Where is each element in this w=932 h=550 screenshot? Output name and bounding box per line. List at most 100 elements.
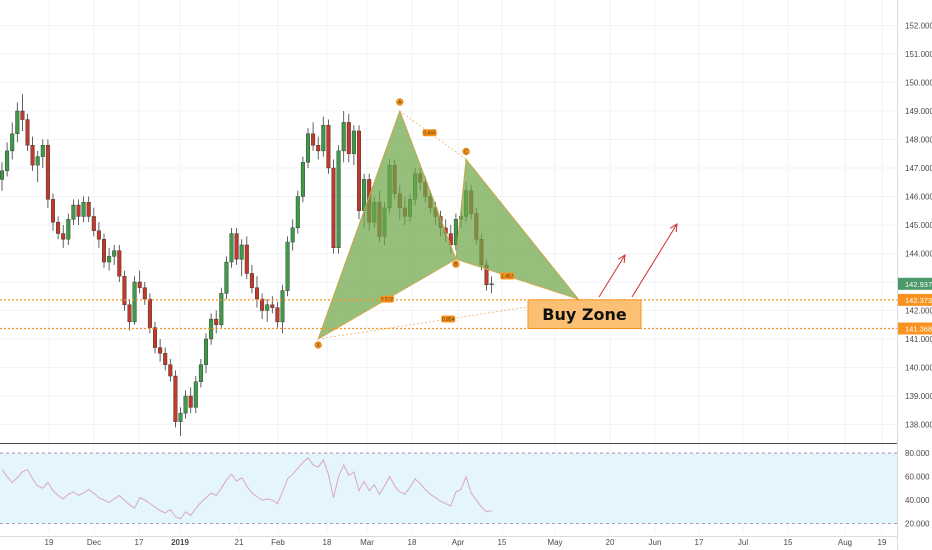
projection-arrowhead [669, 223, 678, 233]
time-tick-label: 2019 [171, 538, 189, 547]
price-badge: 142.373 [898, 293, 932, 306]
candle-body [311, 133, 316, 146]
price-tick-label: 144.000 [905, 250, 932, 259]
candle-body [489, 283, 494, 286]
harmonic-pattern: X A B C 0.665 0.519 1.457 0.854 [314, 98, 580, 349]
grid-lines [0, 0, 898, 550]
candle-body [244, 244, 249, 274]
candle-body [71, 204, 76, 220]
pattern-point-label: B [454, 262, 458, 268]
projection-arrows [598, 223, 678, 298]
rsi-band [0, 453, 897, 524]
candle-body [142, 287, 147, 300]
candle-body [183, 395, 188, 414]
candle-body [35, 156, 40, 166]
pattern-point-marker [314, 341, 322, 349]
time-tick-label: Jul [738, 538, 748, 547]
candle-body [326, 125, 331, 169]
candle-body [351, 130, 356, 154]
candle-body [10, 133, 15, 152]
candle-body [265, 304, 270, 311]
candle-body [40, 144, 45, 157]
candle-body [357, 130, 362, 211]
price-badge-label: 142.373 [905, 296, 932, 305]
time-tick-label: Mar [360, 538, 374, 547]
candle-body [193, 381, 198, 408]
candle-body [331, 167, 336, 249]
time-tick-label: 19 [878, 538, 887, 547]
candle-body [341, 122, 346, 152]
candle-body [147, 298, 152, 328]
price-tick-label: 152.000 [905, 22, 932, 31]
price-tick-label: 149.000 [905, 107, 932, 116]
rsi-tick-label: 20.000 [905, 520, 930, 529]
price-tick-label: 138.000 [905, 421, 932, 430]
candle-body [45, 144, 50, 200]
ratio-label-bg [380, 295, 395, 303]
candle-body [336, 150, 341, 248]
candle-body [306, 133, 311, 163]
candle-body [66, 219, 71, 240]
ratio-label: 1.457 [500, 272, 515, 280]
ratio-label-text: 1.457 [501, 274, 514, 280]
rsi-tick-label: 40.000 [905, 496, 930, 505]
projection-arrow [631, 223, 678, 298]
time-tick-label: 21 [235, 538, 244, 547]
pattern-point-label: C [464, 149, 468, 155]
candle-body [188, 395, 193, 408]
time-tick-label: 15 [498, 538, 507, 547]
pattern-point-marker [462, 147, 470, 156]
time-tick-label: 18 [408, 538, 417, 547]
time-tick-label: Aug [838, 538, 852, 547]
price-badge-bg [898, 277, 932, 290]
price-badge-label: 142.937 [905, 280, 932, 289]
pattern-point-marker [396, 98, 404, 106]
price-tick-label: 150.000 [905, 79, 932, 88]
pattern-point-a: A [396, 98, 404, 106]
candle-body [280, 290, 285, 323]
candle-body [158, 347, 163, 354]
candle-body [107, 256, 112, 263]
time-tick-label: 19 [45, 538, 54, 547]
candle-body [224, 261, 229, 294]
time-tick-label: 15 [784, 538, 793, 547]
candle-body [198, 364, 203, 382]
time-tick-label: 17 [135, 538, 144, 547]
horizontal-levels[interactable]: Buy Zone [0, 299, 897, 330]
time-tick-label: 17 [695, 538, 704, 547]
pattern-point-c: C [462, 147, 470, 156]
candle-body [127, 304, 132, 323]
candle-body [321, 125, 326, 152]
candle-body [81, 201, 86, 217]
price-tick-label: 151.000 [905, 50, 932, 59]
time-tick-label: Apr [452, 538, 465, 547]
candle-body [300, 162, 305, 197]
pattern-point-b: B [452, 260, 460, 268]
buy-zone[interactable]: Buy Zone [527, 299, 642, 330]
pattern-line-bd [455, 258, 579, 300]
rsi-panel [0, 452, 897, 524]
pattern-point-label: X [317, 343, 321, 349]
price-tick-label: 139.000 [905, 392, 932, 401]
price-badge-label: 141.368 [905, 325, 932, 334]
price-tick-label: 146.000 [905, 193, 932, 202]
candle-body [316, 144, 321, 152]
ratio-label: 0.854 [441, 315, 456, 323]
candle-body [56, 221, 61, 234]
candle-body [168, 364, 173, 377]
candle-body [5, 150, 10, 172]
price-tick-label: 148.000 [905, 136, 932, 145]
candle-body [173, 375, 178, 422]
candle-body [229, 233, 234, 263]
candle-body [112, 250, 117, 257]
pattern-point-marker [452, 260, 460, 268]
ratio-label-text: 0.665 [423, 131, 436, 137]
candle-body [239, 244, 244, 260]
time-axis[interactable]: 19 Dec 17 2019 21 Feb 18 Mar 18 Apr 15 May 20 Jun 17 Ju… [45, 538, 887, 547]
buy-zone-box[interactable] [527, 299, 642, 330]
candle-body [285, 241, 290, 291]
price-axis[interactable]: 152.000 151.000 150.000 149.000 148.000 147.0… [905, 22, 932, 529]
time-tick-label: Jun [649, 538, 662, 547]
ratio-label-bg [500, 272, 515, 280]
